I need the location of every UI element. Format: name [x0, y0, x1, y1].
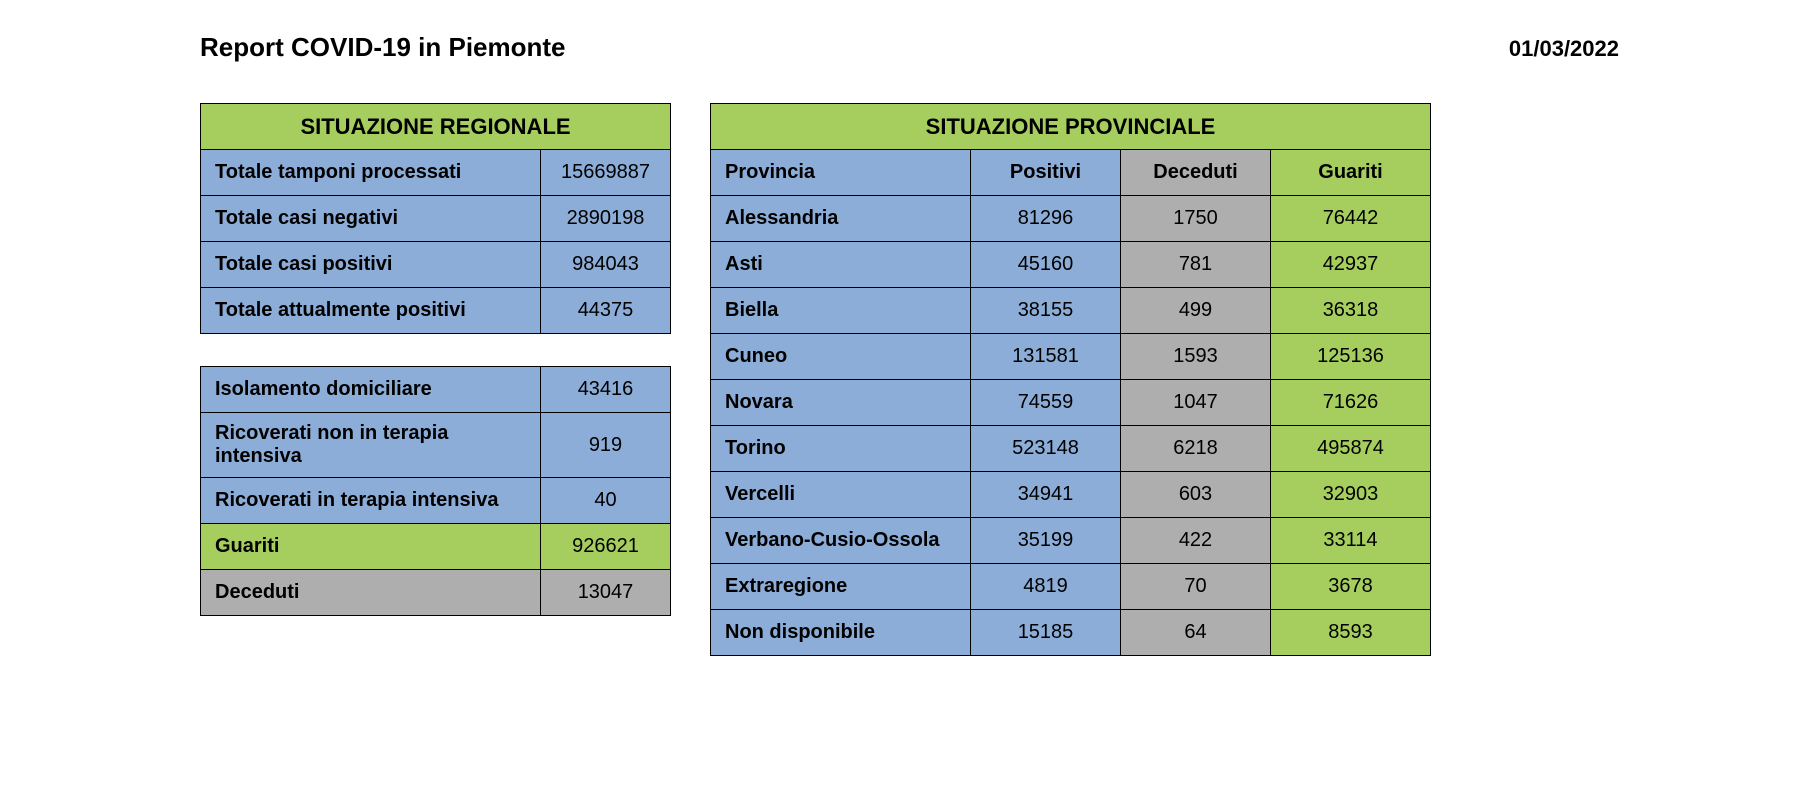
table-row: Totale tamponi processati15669887	[201, 150, 671, 196]
table-row: Ricoverati in terapia intensiva40	[201, 478, 671, 524]
table-row: Asti4516078142937	[711, 242, 1431, 288]
table-row: Guariti926621	[201, 524, 671, 570]
province-guariti: 125136	[1271, 334, 1431, 380]
provincial-column-row: ProvinciaPositiviDecedutiGuariti	[711, 150, 1431, 196]
report-header: Report COVID-19 in Piemonte 01/03/2022	[200, 32, 1619, 63]
province-name: Verbano-Cusio-Ossola	[711, 518, 971, 564]
province-name: Novara	[711, 380, 971, 426]
province-name: Torino	[711, 426, 971, 472]
table-row: Biella3815549936318	[711, 288, 1431, 334]
province-guariti: 3678	[1271, 564, 1431, 610]
province-guariti: 8593	[1271, 610, 1431, 656]
table-row: Verbano-Cusio-Ossola3519942233114	[711, 518, 1431, 564]
regional-table: SITUAZIONE REGIONALETotale tamponi proce…	[200, 103, 671, 334]
regional-section-header: SITUAZIONE REGIONALE	[201, 104, 671, 150]
regional-value: 2890198	[541, 196, 671, 242]
status-label: Ricoverati non in terapia intensiva	[201, 413, 541, 478]
report-date: 01/03/2022	[1509, 36, 1619, 62]
province-guariti: 495874	[1271, 426, 1431, 472]
regional-label: Totale casi negativi	[201, 196, 541, 242]
regional-value: 44375	[541, 288, 671, 334]
province-positivi: 15185	[971, 610, 1121, 656]
province-positivi: 131581	[971, 334, 1121, 380]
status-value: 40	[541, 478, 671, 524]
province-deceduti: 499	[1121, 288, 1271, 334]
province-deceduti: 1047	[1121, 380, 1271, 426]
province-guariti: 76442	[1271, 196, 1431, 242]
status-table: Isolamento domiciliare43416Ricoverati no…	[200, 366, 671, 616]
province-guariti: 32903	[1271, 472, 1431, 518]
status-value: 43416	[541, 367, 671, 413]
province-name: Biella	[711, 288, 971, 334]
regional-label: Totale casi positivi	[201, 242, 541, 288]
table-row: Torino5231486218495874	[711, 426, 1431, 472]
page-title: Report COVID-19 in Piemonte	[200, 32, 566, 63]
table-row: Isolamento domiciliare43416	[201, 367, 671, 413]
provincial-column-header: Provincia	[711, 150, 971, 196]
province-deceduti: 64	[1121, 610, 1271, 656]
province-deceduti: 781	[1121, 242, 1271, 288]
province-name: Vercelli	[711, 472, 971, 518]
table-row: Totale attualmente positivi44375	[201, 288, 671, 334]
table-row: Non disponibile15185648593	[711, 610, 1431, 656]
regional-value: 15669887	[541, 150, 671, 196]
provincial-column-header: Positivi	[971, 150, 1121, 196]
provincial-section-header: SITUAZIONE PROVINCIALE	[711, 104, 1431, 150]
status-value: 926621	[541, 524, 671, 570]
province-name: Alessandria	[711, 196, 971, 242]
regional-label: Totale tamponi processati	[201, 150, 541, 196]
province-deceduti: 1593	[1121, 334, 1271, 380]
province-deceduti: 1750	[1121, 196, 1271, 242]
provincial-table: SITUAZIONE PROVINCIALEProvinciaPositiviD…	[710, 103, 1431, 656]
province-deceduti: 422	[1121, 518, 1271, 564]
status-label: Guariti	[201, 524, 541, 570]
province-positivi: 34941	[971, 472, 1121, 518]
status-label: Isolamento domiciliare	[201, 367, 541, 413]
status-label: Deceduti	[201, 570, 541, 616]
province-name: Asti	[711, 242, 971, 288]
province-deceduti: 70	[1121, 564, 1271, 610]
province-positivi: 81296	[971, 196, 1121, 242]
provincial-column-header: Deceduti	[1121, 150, 1271, 196]
province-positivi: 523148	[971, 426, 1121, 472]
province-guariti: 71626	[1271, 380, 1431, 426]
status-value: 919	[541, 413, 671, 478]
province-deceduti: 6218	[1121, 426, 1271, 472]
regional-value: 984043	[541, 242, 671, 288]
table-row: Totale casi positivi984043	[201, 242, 671, 288]
province-guariti: 42937	[1271, 242, 1431, 288]
province-name: Non disponibile	[711, 610, 971, 656]
province-positivi: 4819	[971, 564, 1121, 610]
table-row: Extraregione4819703678	[711, 564, 1431, 610]
table-row: Cuneo1315811593125136	[711, 334, 1431, 380]
regional-label: Totale attualmente positivi	[201, 288, 541, 334]
province-name: Extraregione	[711, 564, 971, 610]
table-row: Ricoverati non in terapia intensiva919	[201, 413, 671, 478]
province-positivi: 35199	[971, 518, 1121, 564]
province-guariti: 33114	[1271, 518, 1431, 564]
table-row: Vercelli3494160332903	[711, 472, 1431, 518]
table-row: Alessandria81296175076442	[711, 196, 1431, 242]
provincial-column-header: Guariti	[1271, 150, 1431, 196]
province-deceduti: 603	[1121, 472, 1271, 518]
province-name: Cuneo	[711, 334, 971, 380]
province-positivi: 45160	[971, 242, 1121, 288]
table-row: Totale casi negativi2890198	[201, 196, 671, 242]
status-value: 13047	[541, 570, 671, 616]
table-row: Deceduti13047	[201, 570, 671, 616]
province-positivi: 74559	[971, 380, 1121, 426]
table-row: Novara74559104771626	[711, 380, 1431, 426]
province-positivi: 38155	[971, 288, 1121, 334]
province-guariti: 36318	[1271, 288, 1431, 334]
status-label: Ricoverati in terapia intensiva	[201, 478, 541, 524]
